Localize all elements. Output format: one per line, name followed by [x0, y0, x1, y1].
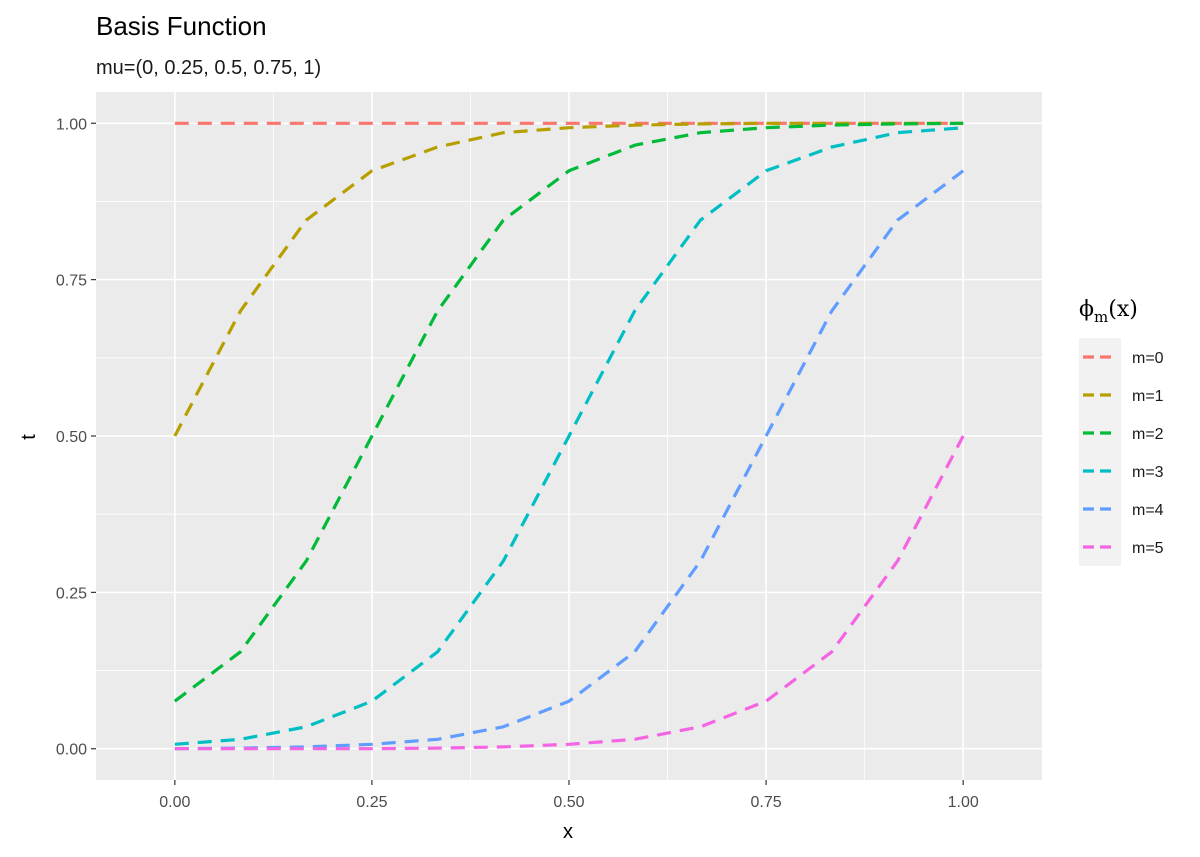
series-m=4 [174, 169, 965, 751]
legend-title-tail: (x) [1108, 297, 1138, 322]
series-m=5 [174, 435, 965, 751]
legend-label: m=2 [1132, 426, 1164, 443]
chart-title: Basis Function [96, 11, 267, 41]
y-tick-label: 0.00 [56, 742, 87, 759]
axis-layer: 0.00 0.25 0.50 0.75 1.00 0.00 0.25 0.50 0.75 1.00 [56, 116, 979, 811]
series-line [174, 169, 965, 751]
x-axis-title: x [563, 821, 573, 843]
y-tick-label: 1.00 [56, 116, 87, 133]
x-tick-label: 1.00 [948, 794, 979, 811]
legend-item: m=0 [1079, 338, 1164, 376]
legend-item: m=5 [1079, 528, 1164, 566]
series-layer [173, 121, 965, 751]
y-tick-label: 0.75 [56, 273, 87, 290]
x-tick-label: 0.00 [159, 794, 190, 811]
legend-title: ϕm(x) [1079, 297, 1138, 326]
y-tick-label: 0.50 [56, 429, 87, 446]
legend-items: m=0 m=1 m=2 m=3 m=4 m=5 [1079, 338, 1164, 566]
series-line [173, 121, 964, 703]
series-m=3 [174, 126, 964, 746]
series-m=2 [173, 121, 964, 703]
legend-label: m=5 [1132, 540, 1164, 557]
legend-title-symbol: ϕ [1079, 297, 1094, 322]
x-tick-label: 0.50 [553, 794, 584, 811]
legend-item: m=2 [1079, 414, 1164, 452]
chart-subtitle: mu=(0, 0.25, 0.5, 0.75, 1) [96, 57, 321, 79]
series-m=1 [173, 121, 964, 437]
x-tick-label: 0.75 [751, 794, 782, 811]
y-axis-title: t [18, 434, 40, 440]
legend-label: m=0 [1132, 350, 1164, 367]
legend: ϕm(x) m=0 m=1 m=2 m=3 m=4 m=5 [1079, 297, 1164, 566]
legend-item: m=1 [1079, 376, 1164, 414]
series-line [173, 121, 964, 437]
x-tick-label: 0.25 [356, 794, 387, 811]
series-line [174, 435, 965, 751]
legend-label: m=3 [1132, 464, 1164, 481]
legend-title-subscript: m [1094, 308, 1108, 326]
legend-item: m=4 [1079, 490, 1164, 528]
series-line [174, 126, 964, 746]
legend-item: m=3 [1079, 452, 1164, 490]
legend-label: m=1 [1132, 388, 1164, 405]
legend-label: m=4 [1132, 502, 1164, 519]
y-tick-label: 0.25 [56, 585, 87, 602]
